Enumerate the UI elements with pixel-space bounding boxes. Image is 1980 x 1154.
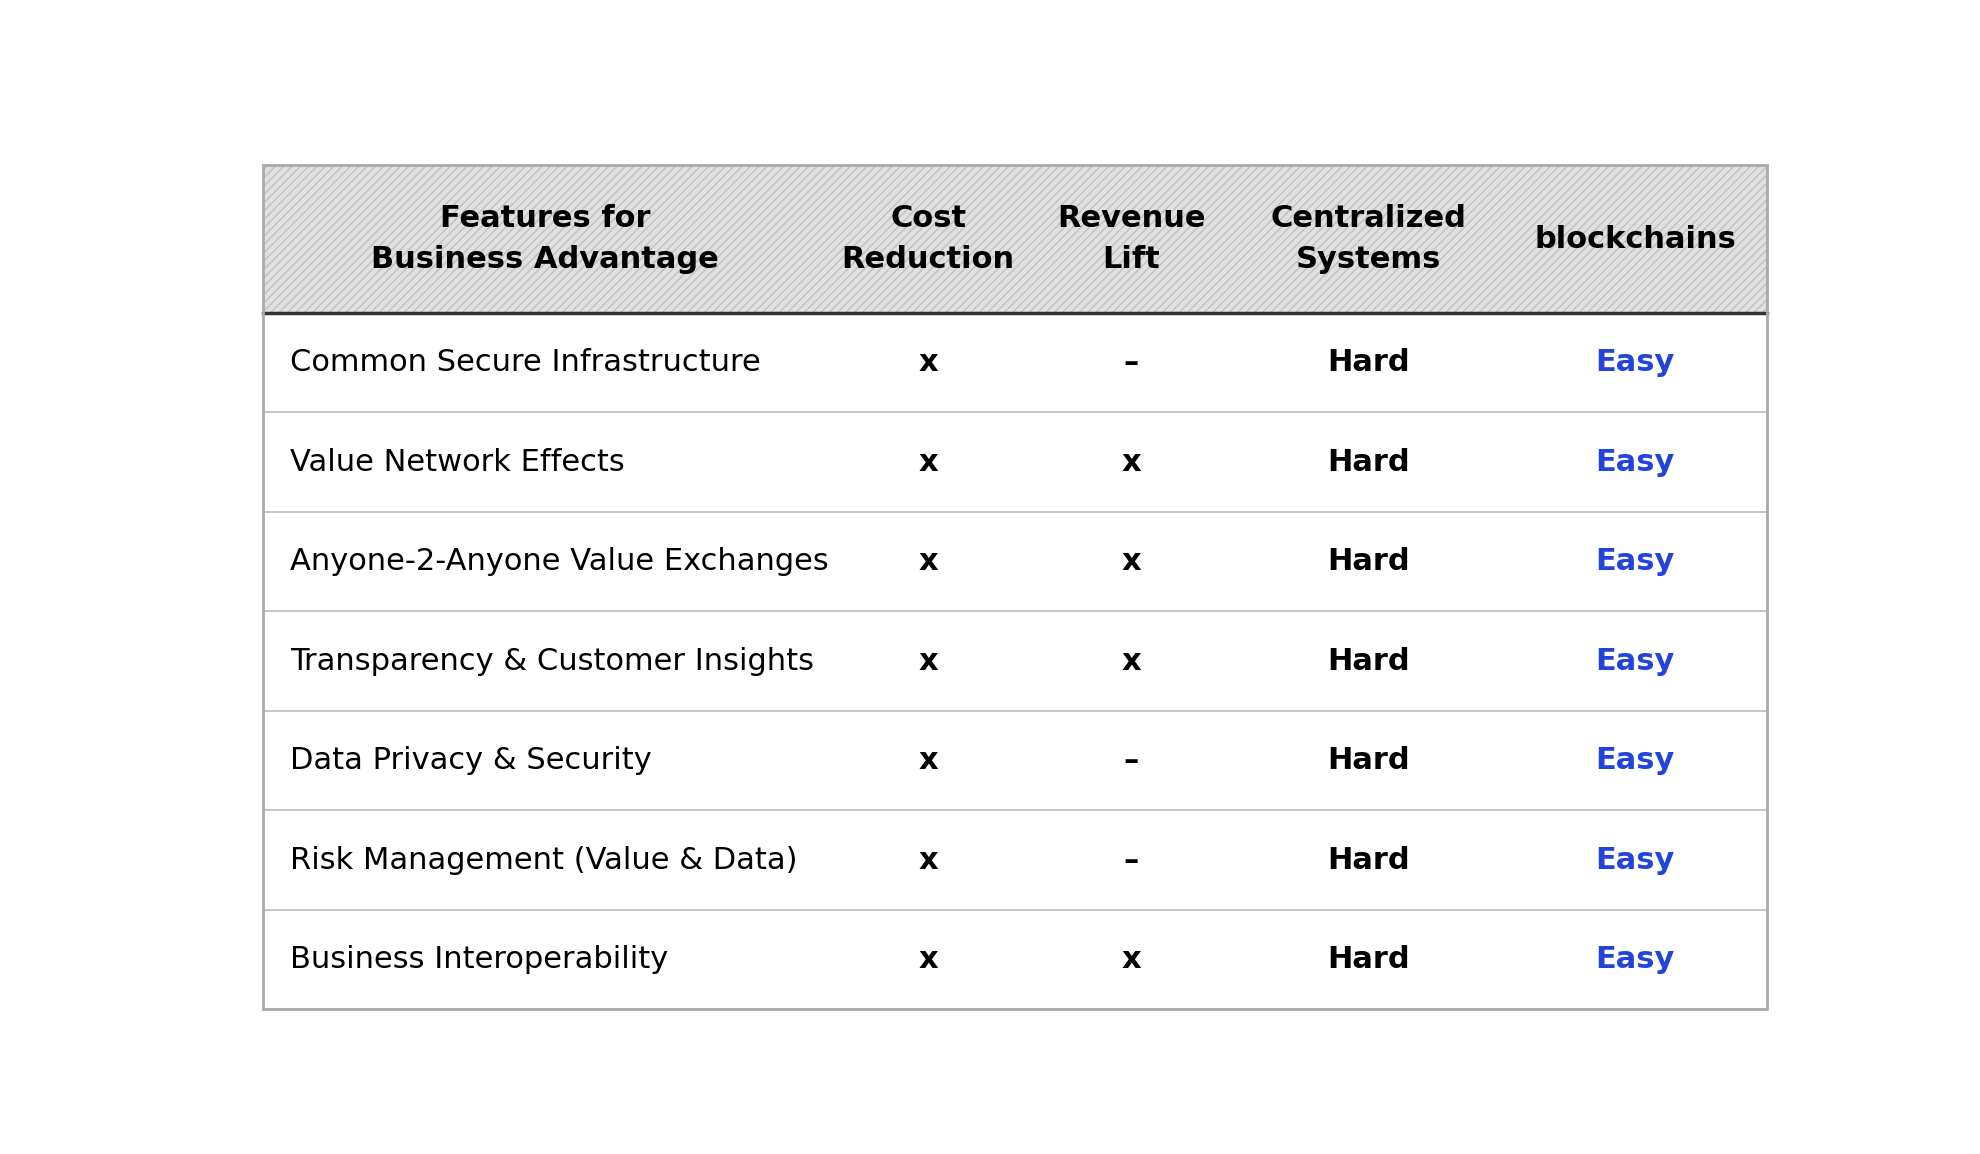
Bar <box>263 612 1766 711</box>
Text: Easy: Easy <box>1596 646 1675 675</box>
Text: x: x <box>1121 646 1140 675</box>
Text: Easy: Easy <box>1596 547 1675 576</box>
Text: Easy: Easy <box>1596 448 1675 477</box>
Text: x: x <box>919 547 939 576</box>
Text: x: x <box>1121 547 1140 576</box>
Text: x: x <box>919 747 939 775</box>
Text: –: – <box>1125 747 1138 775</box>
Text: Cost
Reduction: Cost Reduction <box>842 204 1016 273</box>
Text: Hard: Hard <box>1327 547 1410 576</box>
Bar <box>263 412 1766 512</box>
Text: Hard: Hard <box>1327 747 1410 775</box>
Text: blockchains: blockchains <box>1534 225 1736 254</box>
Text: x: x <box>919 646 939 675</box>
Text: Hard: Hard <box>1327 646 1410 675</box>
Text: Easy: Easy <box>1596 846 1675 875</box>
Text: –: – <box>1125 349 1138 377</box>
Text: Easy: Easy <box>1596 945 1675 974</box>
Text: x: x <box>1121 945 1140 974</box>
Text: x: x <box>919 349 939 377</box>
Text: Data Privacy & Security: Data Privacy & Security <box>289 747 651 775</box>
Bar <box>263 165 1766 313</box>
Text: Features for
Business Advantage: Features for Business Advantage <box>370 204 719 273</box>
Text: Risk Management (Value & Data): Risk Management (Value & Data) <box>289 846 798 875</box>
Text: Revenue
Lift: Revenue Lift <box>1057 204 1206 273</box>
Text: Hard: Hard <box>1327 846 1410 875</box>
Text: Business Interoperability: Business Interoperability <box>289 945 667 974</box>
Bar <box>263 165 1766 313</box>
Text: x: x <box>919 945 939 974</box>
Text: x: x <box>919 846 939 875</box>
Text: Common Secure Infrastructure: Common Secure Infrastructure <box>289 349 760 377</box>
Text: Hard: Hard <box>1327 448 1410 477</box>
Bar <box>263 810 1766 909</box>
Bar <box>263 909 1766 1010</box>
Text: Value Network Effects: Value Network Effects <box>289 448 624 477</box>
Text: Easy: Easy <box>1596 349 1675 377</box>
Text: Hard: Hard <box>1327 349 1410 377</box>
Text: Centralized
Systems: Centralized Systems <box>1271 204 1465 273</box>
Bar <box>263 512 1766 612</box>
Bar <box>263 313 1766 412</box>
Text: –: – <box>1125 846 1138 875</box>
Text: x: x <box>919 448 939 477</box>
Text: x: x <box>1121 448 1140 477</box>
Text: Anyone-2-Anyone Value Exchanges: Anyone-2-Anyone Value Exchanges <box>289 547 830 576</box>
Text: Hard: Hard <box>1327 945 1410 974</box>
Bar <box>263 711 1766 810</box>
Text: Easy: Easy <box>1596 747 1675 775</box>
Text: Transparency & Customer Insights: Transparency & Customer Insights <box>289 646 814 675</box>
